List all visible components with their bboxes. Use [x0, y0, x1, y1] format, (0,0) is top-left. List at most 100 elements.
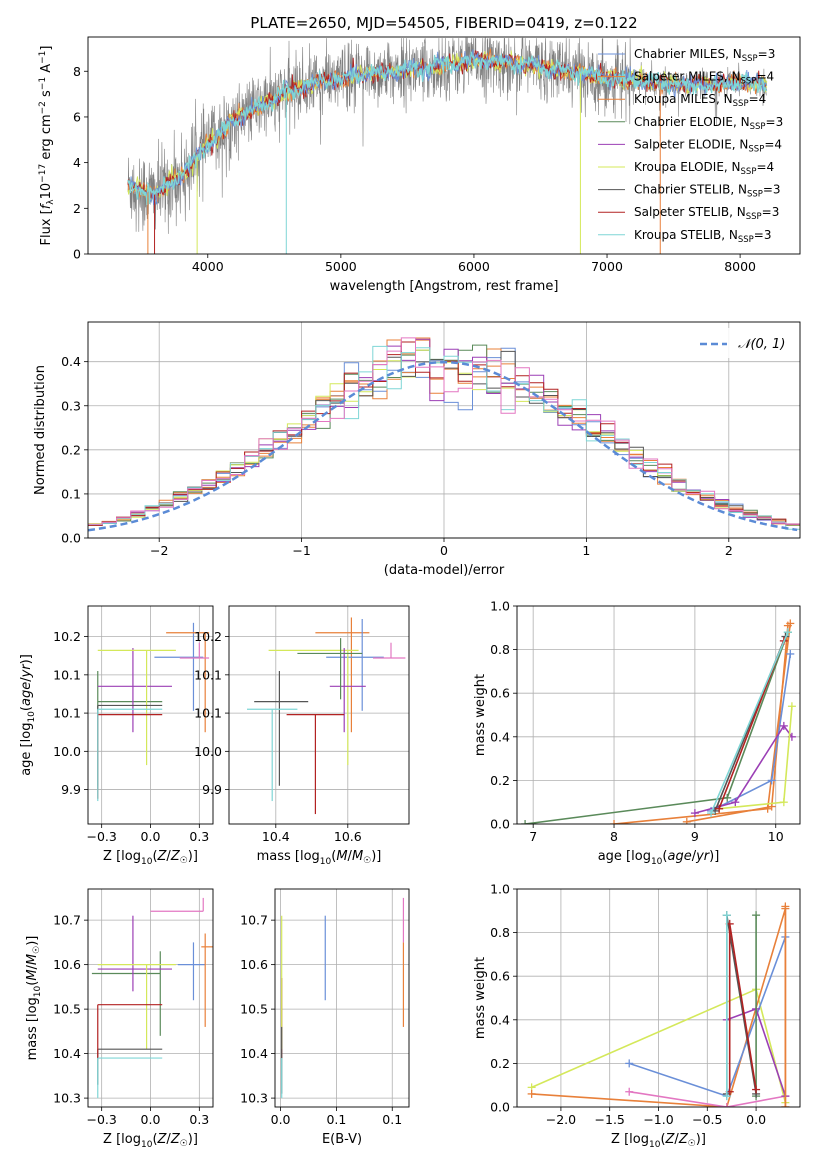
weight-marker [521, 820, 530, 824]
y-tick-label: 10.7 [53, 913, 81, 928]
y-tick-label: 0.8 [490, 925, 510, 940]
weight-marker [786, 649, 795, 658]
figure-title: PLATE=2650, MJD=54505, FIBERID=0419, z=0… [250, 14, 637, 32]
y-tick-label: 10.5 [240, 1002, 268, 1017]
y-tick-label: 10.1 [53, 706, 81, 721]
x-tick-label: 0.0 [271, 1112, 291, 1127]
weight-marker [731, 798, 740, 807]
x-tick-label: 7 [529, 829, 537, 844]
plot-area [527, 902, 790, 1107]
error-bar-point [179, 642, 210, 659]
weight-marker [752, 1085, 761, 1094]
legend-entry: Salpeter MILES, NSSP=4 [634, 70, 774, 87]
weight-marker [783, 628, 792, 637]
x-tick-label: 7000 [591, 259, 623, 274]
x-tick-label: 0.1 [382, 1112, 402, 1127]
y-tick-label: 2 [73, 201, 81, 216]
axes-frame [87, 605, 214, 825]
x-axis-label: E(B-V) [322, 1132, 362, 1147]
y-tick-label: 10.1 [194, 667, 222, 682]
y-tick-label: 10.6 [53, 957, 81, 972]
axes-frame [87, 888, 214, 1108]
y-axis-label: age [log10(age/yr)] [19, 654, 37, 776]
axes-frame [516, 605, 801, 825]
weight-series-line [613, 623, 792, 824]
weight-marker [625, 1059, 634, 1068]
x-tick-label: 9 [691, 829, 699, 844]
y-tick-label: 8 [73, 64, 81, 79]
error-bar-point [201, 933, 213, 1027]
weight-marker [527, 1089, 536, 1098]
y-tick-label: 0.4 [490, 1012, 510, 1027]
x-tick-label: 2 [725, 543, 733, 558]
weight-marker [610, 820, 619, 824]
y-tick-label: 0.2 [490, 1056, 510, 1071]
legend-entry: Kroupa MILES, NSSP=4 [634, 92, 766, 109]
plot-area [97, 622, 210, 802]
weight-marker [752, 911, 761, 920]
x-tick-label: −2 [150, 543, 168, 558]
plot-area [521, 619, 796, 824]
legend-entry: Chabrier MILES, NSSP=3 [634, 47, 775, 64]
error-bar-point [154, 622, 204, 711]
error-bar-point [268, 649, 359, 766]
error-bar-point [315, 617, 370, 733]
weight-marker [715, 804, 724, 813]
y-tick-label: 10.0 [53, 744, 81, 759]
chart-residuals: −2 −1 0 1 2 0.0 0.1 0.2 0.3 0.4 (data-model)/error… [33, 321, 801, 578]
error-bar-point [326, 619, 384, 711]
x-axis-label: Z [log10(Z/Z☉)] [103, 849, 198, 867]
error-bar-point [177, 942, 206, 1001]
chart-weight-vs-age: 7 8 9 10 0.0 0.2 0.4 0.6 0.8 1.0 age [log10(age/yr… [473, 599, 801, 867]
y-tick-label: 0.0 [61, 531, 81, 546]
chart-mass-vs-EBV: 0.0 0.1 0.1 10.3 10.4 10.5 10.6 10.7 E(B-V) [240, 888, 410, 1147]
chart-spectrum: 4000 5000 6000 7000 8000 0 2 4 6 8 wavelength [Ang… [38, 36, 801, 294]
y-tick-label: 0.1 [61, 486, 81, 501]
x-tick-label: 10.4 [262, 829, 290, 844]
x-tick-label: 0.0 [141, 1112, 161, 1127]
axes-frame [516, 888, 801, 1108]
error-bar-point [97, 915, 172, 992]
y-axis-label: mass weight [473, 957, 488, 1039]
error-bar-point [329, 648, 366, 733]
error-bar-point [297, 638, 363, 700]
weight-marker [787, 702, 796, 711]
weight-marker [707, 809, 716, 818]
x-tick-label: 1 [582, 543, 590, 558]
legend-entry: Salpeter STELIB, NSSP=3 [634, 205, 779, 222]
error-bar-point [97, 1048, 163, 1085]
error-bar-point [97, 1004, 163, 1059]
x-tick-label: −1.0 [643, 1112, 673, 1127]
x-tick-label: −1 [292, 543, 310, 558]
x-tick-label: 8000 [724, 259, 756, 274]
error-bar-point [166, 632, 210, 733]
x-tick-label: 10 [768, 829, 784, 844]
error-bar-point [97, 704, 163, 790]
error-bar-point [150, 897, 204, 912]
legend-entry: Kroupa STELIB, NSSP=3 [634, 228, 772, 245]
weight-marker [779, 798, 788, 807]
weight-marker [682, 817, 691, 824]
y-tick-label: 10.7 [240, 913, 268, 928]
plot-area [88, 337, 800, 532]
x-tick-label: 0 [440, 543, 448, 558]
y-tick-label: 0.8 [490, 642, 510, 657]
weight-marker [779, 721, 788, 730]
weight-series-line [710, 631, 789, 814]
y-tick-label: 0.2 [61, 442, 81, 457]
y-tick-label: 1.0 [490, 882, 510, 897]
axes-frame [228, 605, 410, 825]
x-tick-label: 6000 [458, 259, 490, 274]
y-tick-label: 0.6 [490, 686, 510, 701]
y-tick-label: 1.0 [490, 599, 510, 614]
y-tick-label: 0.4 [490, 729, 510, 744]
weight-series-line [629, 1090, 786, 1107]
y-tick-label: 0.2 [490, 773, 510, 788]
chart-weight-vs-Z: −2.0 −1.5 −1.0 −0.5 0.0 0.0 0.2 0.4 0.6 0.8 1.0 Z [… [473, 882, 801, 1150]
x-tick-label: −1.5 [595, 1112, 625, 1127]
plot-area [91, 897, 213, 1099]
y-tick-label: 0.6 [490, 969, 510, 984]
y-tick-label: 10.2 [194, 629, 222, 644]
x-tick-label: 0.0 [746, 1112, 766, 1127]
plot-area [247, 617, 406, 815]
